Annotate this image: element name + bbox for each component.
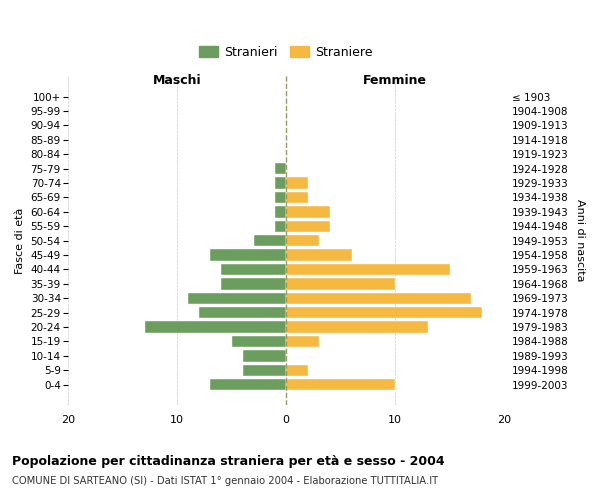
Bar: [286, 220, 330, 232]
Bar: [286, 322, 428, 332]
Bar: [275, 220, 286, 232]
Bar: [286, 292, 471, 304]
Legend: Stranieri, Straniere: Stranieri, Straniere: [199, 46, 373, 59]
Y-axis label: Anni di nascita: Anni di nascita: [575, 200, 585, 282]
Bar: [275, 178, 286, 188]
Bar: [210, 250, 286, 260]
Bar: [242, 350, 286, 362]
Bar: [286, 336, 319, 347]
Bar: [286, 278, 395, 289]
Bar: [242, 364, 286, 376]
Bar: [221, 278, 286, 289]
Bar: [286, 235, 319, 246]
Bar: [286, 192, 308, 203]
Bar: [188, 292, 286, 304]
Y-axis label: Fasce di età: Fasce di età: [15, 208, 25, 274]
Text: Femmine: Femmine: [363, 74, 427, 86]
Bar: [275, 163, 286, 174]
Bar: [210, 379, 286, 390]
Bar: [145, 322, 286, 332]
Bar: [286, 364, 308, 376]
Text: COMUNE DI SARTEANO (SI) - Dati ISTAT 1° gennaio 2004 - Elaborazione TUTTITALIA.I: COMUNE DI SARTEANO (SI) - Dati ISTAT 1° …: [12, 476, 438, 486]
Bar: [232, 336, 286, 347]
Bar: [275, 192, 286, 203]
Bar: [199, 307, 286, 318]
Bar: [286, 307, 482, 318]
Bar: [286, 250, 352, 260]
Bar: [254, 235, 286, 246]
Text: Maschi: Maschi: [153, 74, 202, 86]
Bar: [286, 178, 308, 188]
Bar: [275, 206, 286, 218]
Bar: [286, 206, 330, 218]
Bar: [221, 264, 286, 275]
Bar: [286, 379, 395, 390]
Bar: [286, 264, 449, 275]
Text: Popolazione per cittadinanza straniera per età e sesso - 2004: Popolazione per cittadinanza straniera p…: [12, 455, 445, 468]
